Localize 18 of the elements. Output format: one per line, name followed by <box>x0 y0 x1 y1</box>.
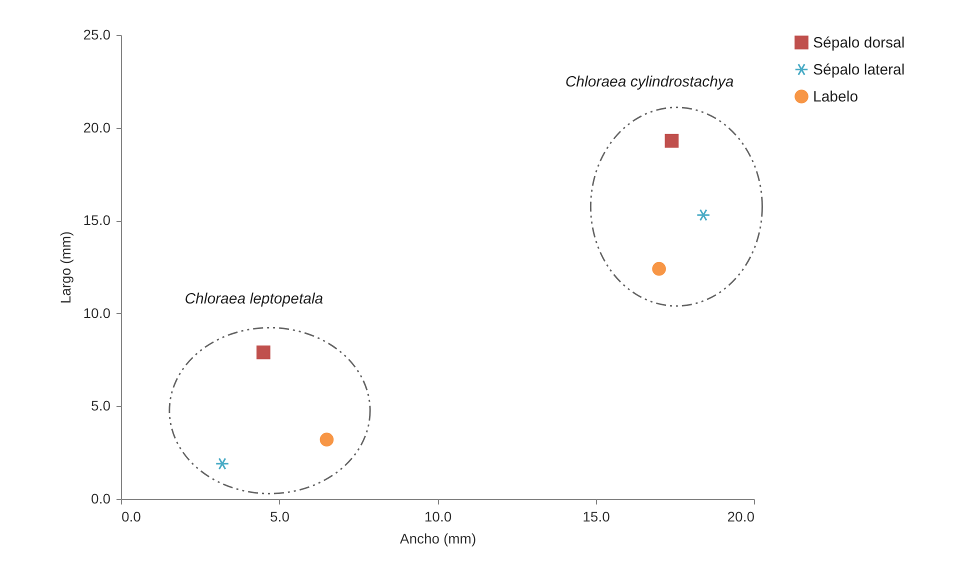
x-tick-label: 20.0 <box>727 508 755 524</box>
y-tick-label: 25.0 <box>83 26 111 42</box>
legend-label: Labelo <box>813 88 858 106</box>
x-tick-label: 5.0 <box>270 508 290 524</box>
y-tick-label: 15.0 <box>83 212 111 228</box>
x-tick-label: 0.0 <box>122 508 142 524</box>
annotation: Chloraea leptopetala <box>184 290 324 308</box>
legend-label: Sépalo lateral <box>813 62 905 78</box>
x-axis-title: Ancho (mm) <box>400 530 476 546</box>
x-tick-label: 15.0 <box>582 508 610 524</box>
y-tick-label: 5.0 <box>91 398 111 414</box>
y-tick-label: 10.0 <box>83 304 111 321</box>
y-tick-label: 0.0 <box>91 490 111 506</box>
legend-label: Sépalo dorsal <box>813 34 905 52</box>
y-tick-label: 20.0 <box>83 119 111 136</box>
x-tick-label: 10.0 <box>424 508 452 524</box>
y-axis-title: Largo (mm) <box>57 231 74 304</box>
annotation: Chloraea cylindrostachya <box>565 73 734 90</box>
